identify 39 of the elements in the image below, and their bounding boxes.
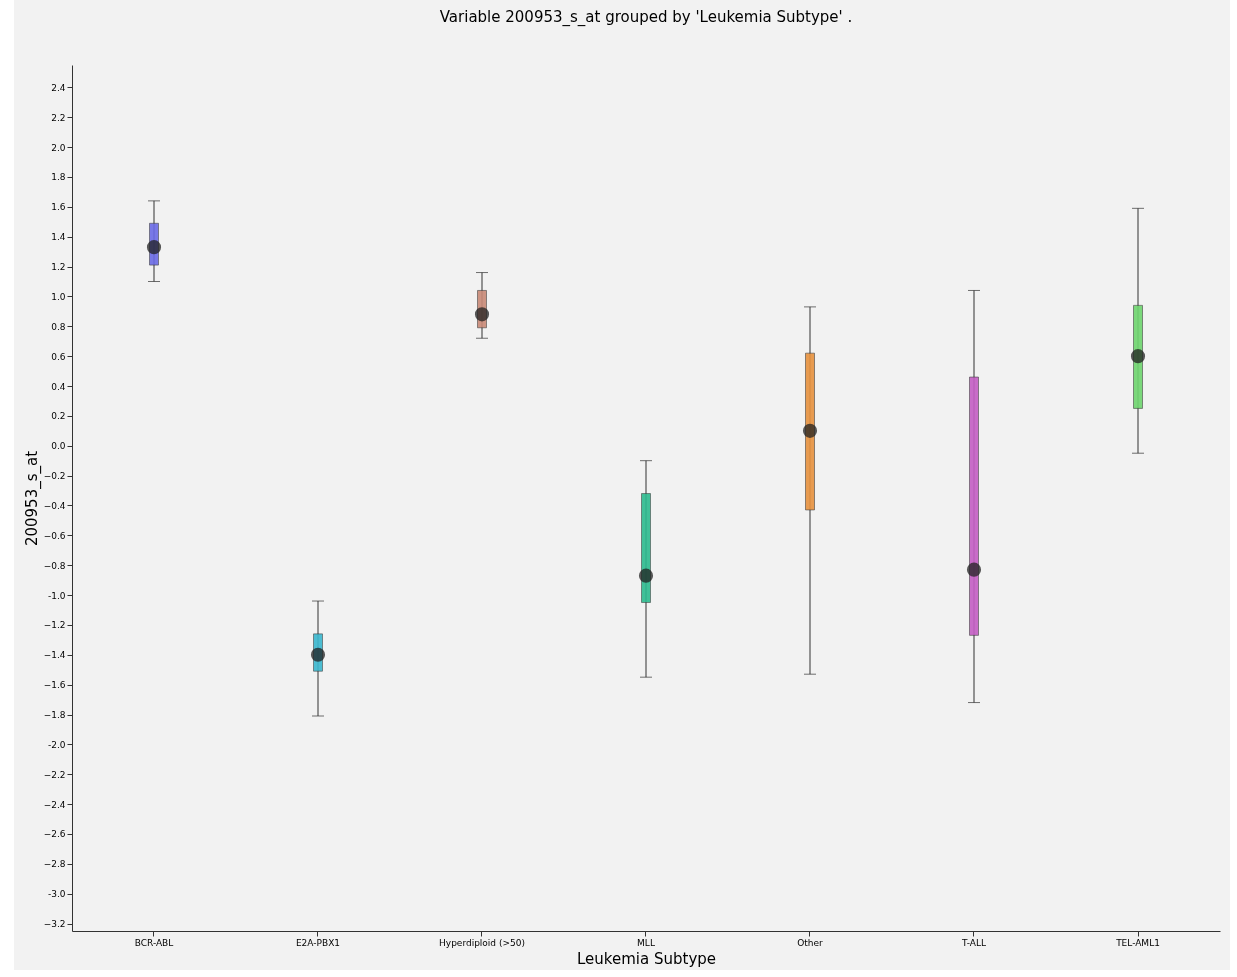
x-tick-label: Hyperdiploid (>50) [439, 937, 525, 948]
y-tick-label: −0.4 [43, 500, 66, 511]
y-tick-label: 0.0 [51, 441, 66, 452]
y-tick-label: -2.0 [47, 739, 66, 750]
y-tick-label: −1.8 [43, 710, 66, 720]
y-tick-label: 1.6 [51, 202, 66, 213]
chart-title: Variable 200953_s_at grouped by 'Leukemia Subtype' . [439, 8, 853, 27]
x-tick-label: Other [797, 937, 824, 948]
y-tick-label: 2.4 [51, 82, 66, 93]
x-tick-label: E2A-PBX1 [295, 937, 341, 948]
x-tick-label: T-ALL [961, 937, 986, 948]
y-tick-label: 1.4 [51, 232, 66, 243]
y-tick-label: −1.2 [43, 620, 66, 631]
y-tick-label: −2.4 [43, 799, 66, 810]
y-tick-label: −3.2 [43, 919, 66, 930]
y-tick-label: 2.2 [51, 112, 66, 123]
x-tick-label: TEL-AML1 [1115, 937, 1160, 948]
y-tick-label: −1.6 [43, 680, 66, 691]
y-tick-label: 0.4 [51, 381, 66, 392]
x-axis-title: Leukemia Subtype [576, 949, 717, 968]
y-tick-label: 0.8 [51, 321, 66, 332]
x-tick-label: BCR-ABL [134, 937, 174, 948]
y-tick-label: −0.8 [43, 560, 66, 571]
y-tick-label: −0.2 [43, 471, 66, 482]
y-tick-label: 1.0 [51, 291, 66, 302]
y-tick-label: −0.6 [43, 530, 66, 541]
y-tick-label: -1.0 [47, 590, 66, 601]
y-tick-label: −2.8 [43, 859, 66, 870]
x-tick-label: MLL [637, 937, 655, 948]
y-tick-label: 1.2 [51, 262, 66, 273]
y-tick-label: −2.2 [43, 769, 66, 780]
y-tick-label: 0.2 [51, 411, 66, 422]
y-tick-label: 2.0 [51, 142, 66, 153]
y-axis-title: 200953_s_at [22, 450, 42, 547]
y-tick-label: 0.6 [51, 351, 66, 362]
y-tick-label: 1.8 [51, 172, 66, 183]
y-tick-label: −1.4 [43, 650, 66, 661]
y-tick-label: -3.0 [47, 889, 66, 900]
y-tick-label: −2.6 [43, 829, 66, 840]
